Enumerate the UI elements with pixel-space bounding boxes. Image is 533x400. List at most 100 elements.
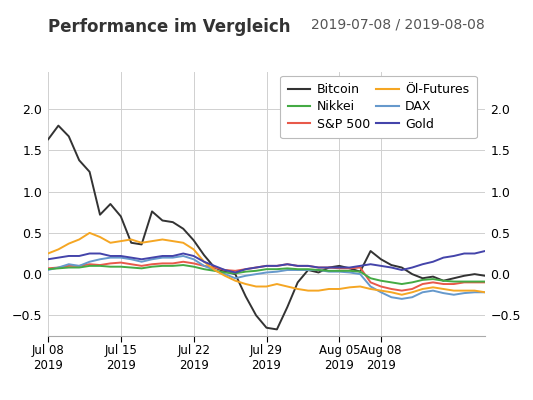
DAX (201, 264, 207, 268)
Öl-Futures (118, 239, 124, 244)
Bitcoin (118, 214, 124, 219)
Öl-Futures (232, 278, 238, 283)
Bitcoin (367, 249, 374, 254)
S&P 500 (211, 265, 217, 270)
DAX (222, 272, 228, 276)
S&P 500 (139, 264, 145, 268)
Öl-Futures (128, 237, 134, 242)
DAX (159, 255, 166, 260)
Öl-Futures (55, 247, 62, 252)
DAX (419, 290, 426, 295)
Nikkei (419, 278, 426, 282)
Bitcoin (346, 266, 353, 271)
Bitcoin (326, 265, 332, 270)
Nikkei (316, 268, 322, 272)
DAX (149, 257, 155, 262)
Öl-Futures (211, 268, 217, 272)
S&P 500 (388, 286, 394, 291)
Nikkei (388, 280, 394, 285)
DAX (471, 290, 478, 295)
DAX (399, 296, 405, 301)
DAX (284, 268, 290, 272)
S&P 500 (118, 260, 124, 265)
Öl-Futures (201, 259, 207, 264)
S&P 500 (253, 265, 259, 270)
Öl-Futures (295, 286, 301, 291)
Nikkei (461, 279, 467, 284)
S&P 500 (45, 266, 51, 271)
Nikkei (201, 267, 207, 272)
Nikkei (118, 264, 124, 269)
Legend: Bitcoin, Nikkei, S&P 500, Öl-Futures, DAX, Gold: Bitcoin, Nikkei, S&P 500, Öl-Futures, DA… (280, 76, 477, 138)
Bitcoin (388, 263, 394, 268)
S&P 500 (346, 266, 353, 271)
Gold (66, 254, 72, 258)
Gold (169, 254, 176, 258)
Gold (284, 262, 290, 267)
Öl-Futures (461, 288, 467, 293)
Bitcoin (243, 294, 249, 299)
Öl-Futures (149, 239, 155, 244)
Gold (274, 264, 280, 268)
Gold (357, 264, 364, 268)
Bitcoin (336, 264, 343, 268)
Bitcoin (55, 123, 62, 128)
DAX (274, 269, 280, 274)
Bitcoin (128, 240, 134, 245)
S&P 500 (482, 280, 488, 285)
Bitcoin (211, 265, 217, 270)
Öl-Futures (243, 282, 249, 286)
S&P 500 (222, 268, 228, 272)
Öl-Futures (107, 240, 114, 245)
Line: DAX: DAX (48, 256, 485, 299)
DAX (326, 269, 332, 274)
DAX (169, 255, 176, 260)
Gold (128, 255, 134, 260)
Nikkei (482, 279, 488, 284)
Öl-Futures (274, 282, 280, 286)
Nikkei (159, 264, 166, 268)
Öl-Futures (190, 247, 197, 252)
Nikkei (336, 268, 343, 273)
Bitcoin (86, 170, 93, 174)
S&P 500 (316, 265, 322, 270)
S&P 500 (284, 262, 290, 267)
Nikkei (305, 267, 311, 272)
Gold (295, 264, 301, 268)
Nikkei (471, 279, 478, 284)
Bitcoin (471, 272, 478, 276)
Bitcoin (201, 253, 207, 258)
DAX (336, 269, 343, 274)
S&P 500 (86, 262, 93, 267)
Nikkei (326, 268, 332, 273)
Öl-Futures (159, 237, 166, 242)
Bitcoin (284, 305, 290, 310)
Bitcoin (399, 265, 405, 270)
Öl-Futures (357, 284, 364, 289)
S&P 500 (232, 268, 238, 273)
Bitcoin (159, 218, 166, 223)
Öl-Futures (336, 286, 343, 291)
Nikkei (430, 277, 436, 282)
Bitcoin (263, 325, 270, 330)
Gold (440, 255, 447, 260)
Bitcoin (169, 220, 176, 224)
Bitcoin (357, 269, 364, 274)
Nikkei (263, 267, 270, 272)
Nikkei (139, 266, 145, 271)
DAX (378, 290, 384, 295)
Nikkei (45, 267, 51, 272)
Gold (107, 254, 114, 258)
DAX (86, 259, 93, 264)
DAX (55, 265, 62, 270)
Gold (305, 264, 311, 268)
Bitcoin (107, 202, 114, 206)
Nikkei (274, 267, 280, 272)
Gold (222, 268, 228, 272)
DAX (450, 292, 457, 297)
Gold (367, 262, 374, 267)
S&P 500 (190, 261, 197, 266)
Öl-Futures (409, 290, 415, 295)
DAX (305, 268, 311, 272)
Gold (139, 257, 145, 262)
